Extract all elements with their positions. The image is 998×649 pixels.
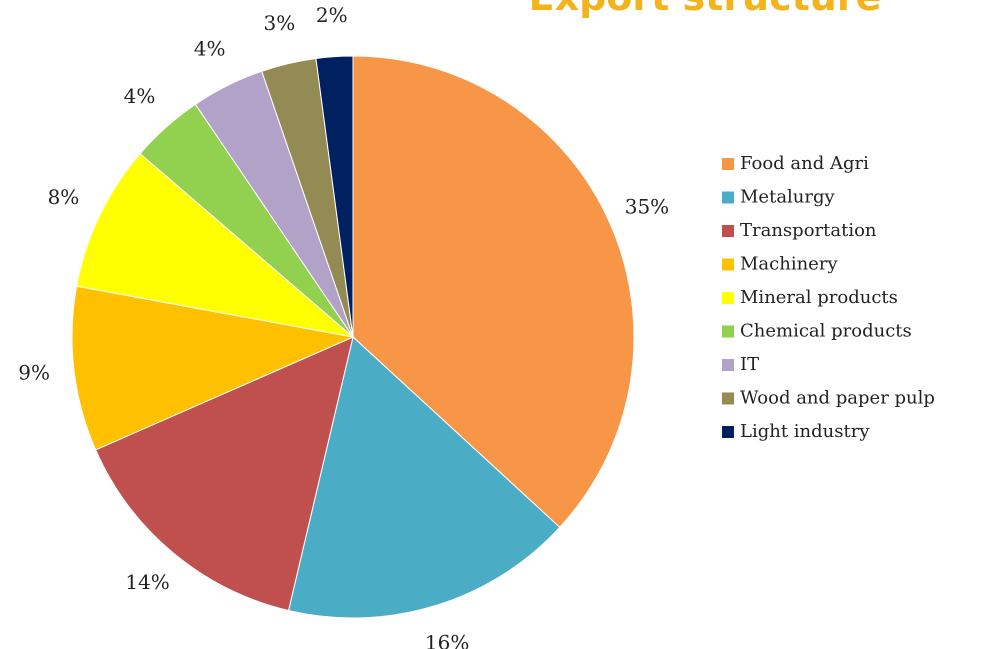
legend-swatch <box>722 258 734 271</box>
pie-slice <box>76 152 355 338</box>
data-label: 3% <box>263 11 295 35</box>
legend-swatch <box>722 325 734 338</box>
pie-slice <box>71 285 355 451</box>
data-label: 4% <box>194 36 226 60</box>
legend-swatch <box>722 225 734 237</box>
legend-swatch <box>722 158 734 170</box>
legend-swatch <box>722 392 734 405</box>
pie-slice <box>352 55 635 529</box>
pie-slice <box>287 336 561 619</box>
data-label: 8% <box>48 185 80 209</box>
legend-label: Light industry <box>740 421 870 442</box>
data-label: 14% <box>125 570 169 594</box>
legend-swatch <box>722 426 734 438</box>
data-label: 9% <box>18 361 50 385</box>
legend-swatch <box>722 359 734 371</box>
legend-label: Transportation <box>740 220 877 241</box>
legend-swatch <box>722 292 734 304</box>
legend-label: Mineral products <box>740 287 898 308</box>
data-label: 4% <box>124 84 156 108</box>
pie-slice <box>315 55 354 338</box>
legend-label: Food and Agri <box>740 153 869 174</box>
legend-label: Metalurgy <box>740 187 836 208</box>
chart-title: Export structure <box>529 0 882 19</box>
data-label: 2% <box>316 3 348 27</box>
legend-label: Machinery <box>740 254 838 275</box>
pie-slice <box>95 336 354 612</box>
legend-label: Chemical products <box>740 321 912 342</box>
legend-swatch <box>722 191 734 204</box>
data-label: 16% <box>425 630 469 649</box>
data-label: 35% <box>625 195 669 219</box>
legend-label: Wood and paper pulp <box>740 388 935 409</box>
legend-label: IT <box>740 354 759 375</box>
